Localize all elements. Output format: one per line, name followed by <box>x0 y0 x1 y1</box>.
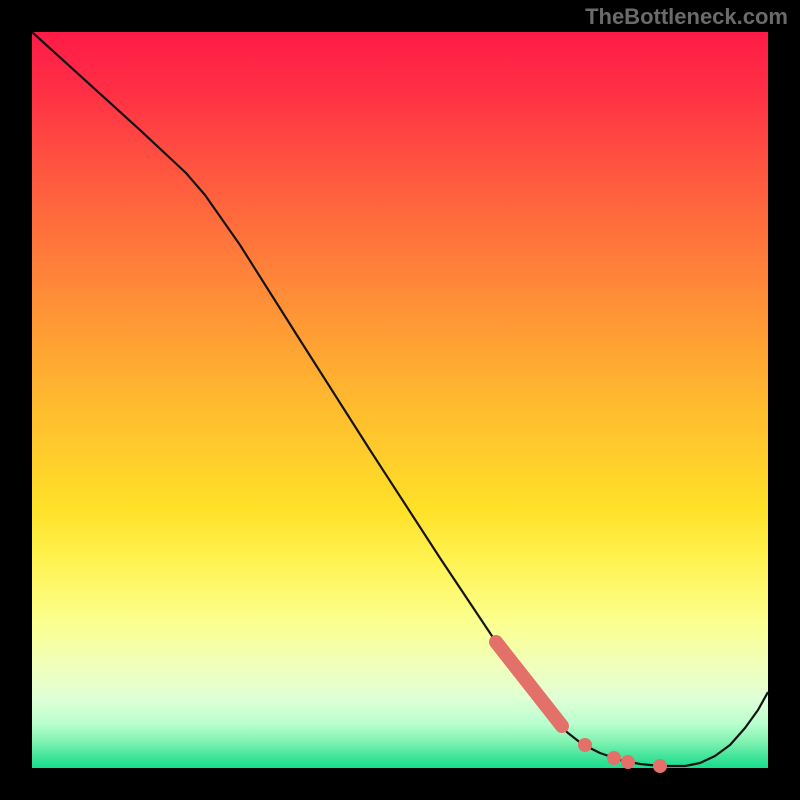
highlight-dot <box>653 759 667 773</box>
chart-svg <box>0 0 800 800</box>
highlight-dot <box>621 755 635 769</box>
plot-background <box>32 32 768 768</box>
watermark-text: TheBottleneck.com <box>585 4 788 30</box>
bottleneck-chart: TheBottleneck.com <box>0 0 800 800</box>
highlight-dot <box>607 751 621 765</box>
highlight-dot <box>578 738 592 752</box>
